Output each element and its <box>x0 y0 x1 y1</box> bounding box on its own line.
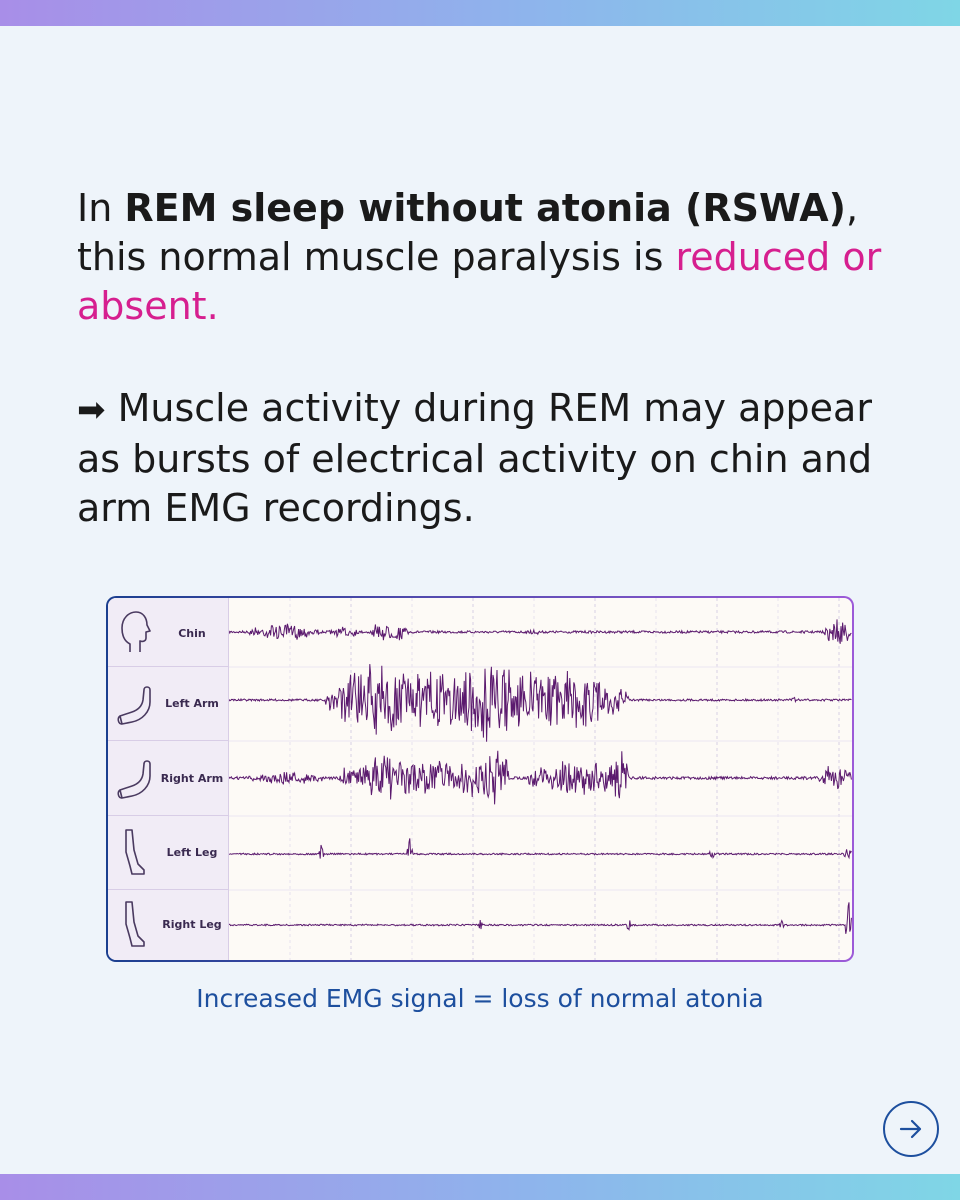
channel-label-text: Right Arm <box>160 772 224 785</box>
channel-label-chin: Chin <box>108 598 228 667</box>
channel-label-text: Left Arm <box>165 697 219 710</box>
emg-trace-3 <box>229 838 852 860</box>
channel-label-text: Chin <box>178 627 206 640</box>
leg-icon <box>125 901 145 947</box>
emg-trace-0 <box>229 619 852 644</box>
channel-label-text: Left Leg <box>166 846 218 859</box>
rswa-term: REM sleep without atonia (RSWA) <box>124 186 847 230</box>
channel-label-text: Right Leg <box>162 918 222 931</box>
channel-labels: Chin Left Arm Right Arm Left Leg <box>108 598 229 960</box>
emg-traces <box>229 598 852 960</box>
channel-label-left-leg: Left Leg <box>108 816 228 890</box>
figure-caption: Increased EMG signal = loss of normal at… <box>196 984 764 1013</box>
emg-recording-panel: Chin Left Arm Right Arm Left Leg <box>106 596 854 962</box>
top-gradient-bar <box>0 0 960 26</box>
arrow-right-icon: ➡ <box>77 390 106 430</box>
arm-icon <box>117 686 151 725</box>
emg-trace-1 <box>229 664 852 742</box>
leg-icon <box>125 829 145 875</box>
detail-paragraph: ➡ Muscle activity during REM may appear … <box>77 384 897 533</box>
channel-label-left-arm: Left Arm <box>108 667 228 741</box>
detail-text: Muscle activity during REM may appear as… <box>77 386 873 530</box>
arm-icon <box>117 760 151 799</box>
channel-label-right-leg: Right Leg <box>108 890 228 960</box>
emg-trace-2 <box>229 750 852 805</box>
channel-label-right-arm: Right Arm <box>108 741 228 816</box>
head-profile-icon <box>121 611 151 652</box>
arrow-right-icon <box>899 1119 922 1139</box>
reduced-absent-highlight: reduced or absent. <box>77 235 882 328</box>
bottom-gradient-bar <box>0 1174 960 1200</box>
emg-trace-4 <box>229 902 852 934</box>
next-slide-button[interactable] <box>883 1101 939 1157</box>
intro-lead: In <box>77 186 125 230</box>
intro-paragraph: In REM sleep without atonia (RSWA), this… <box>77 184 897 331</box>
intro-middle: , this normal muscle paralysis is <box>77 186 859 279</box>
